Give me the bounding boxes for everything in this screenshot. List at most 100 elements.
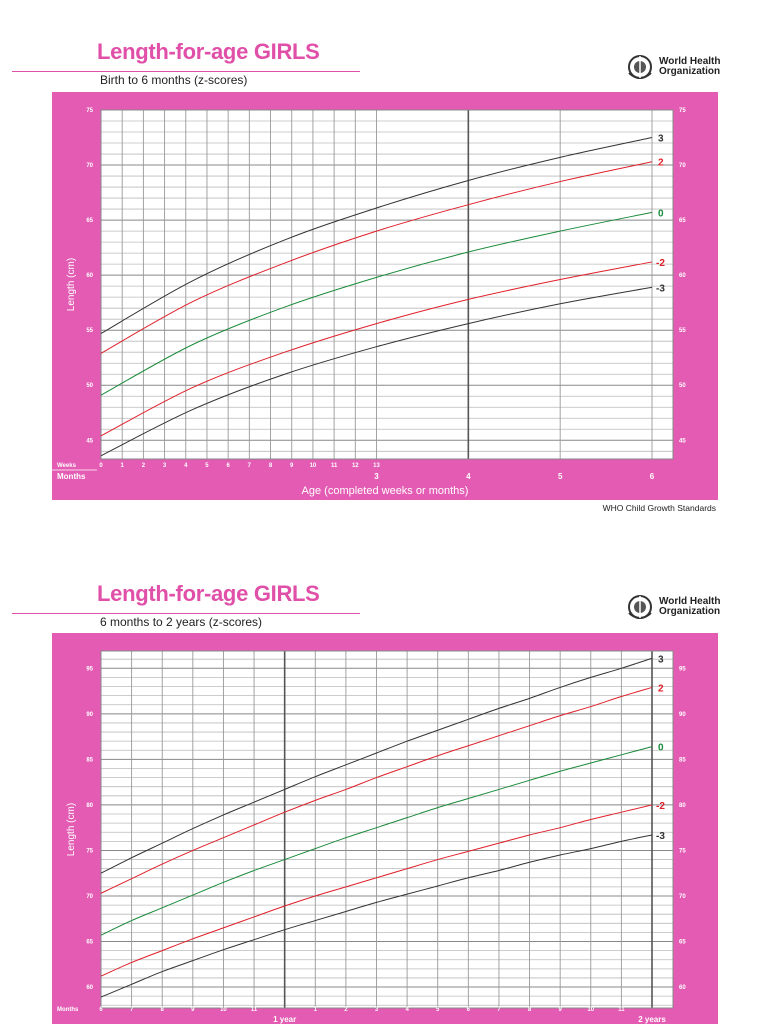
month-tick-label: 4 <box>466 472 471 481</box>
week-tick-label: 6 <box>226 463 230 469</box>
who-logo: World Health Organization <box>625 53 720 81</box>
y-tick-label-right: 80 <box>679 803 686 809</box>
footer-who-standards: WHO Child Growth Standards <box>602 503 716 513</box>
y-tick-label-left: 75 <box>86 848 93 854</box>
y-tick-label-right: 75 <box>679 848 686 854</box>
week-tick-label: 1 <box>121 463 125 469</box>
month-tick-label: 2 <box>344 1007 348 1013</box>
week-tick-label: 11 <box>331 463 338 469</box>
y-tick-label-left: 65 <box>86 218 93 224</box>
who-name-line2: Organization <box>659 66 721 77</box>
month-tick-label: 1 <box>314 1007 318 1013</box>
month-tick-label: 4 <box>405 1007 409 1013</box>
y-tick-label-left: 75 <box>86 108 93 114</box>
y-tick-label-right: 90 <box>679 712 686 718</box>
z-score-label-2: 2 <box>658 158 664 169</box>
z-score-label-0: 0 <box>658 208 664 219</box>
z-score-label-3: 3 <box>658 654 664 665</box>
y-tick-label-left: 70 <box>86 894 93 900</box>
months-axis-label: Months <box>57 1007 79 1013</box>
y-tick-label-left: 55 <box>86 328 93 334</box>
month-tick-label: 11 <box>251 1007 258 1013</box>
week-tick-label: 12 <box>352 463 359 469</box>
y-tick-label-right: 60 <box>679 985 686 991</box>
z-score-curve-0 <box>100 746 653 936</box>
week-tick-label: 8 <box>269 463 273 469</box>
z-score-curve-2 <box>100 161 653 354</box>
z-score-label--2: -2 <box>656 258 665 269</box>
z-score-curve-0 <box>100 211 653 396</box>
y-tick-label-left: 60 <box>86 985 93 991</box>
week-tick-label: 9 <box>290 463 294 469</box>
y-tick-label-left: 45 <box>86 438 93 444</box>
year-label-2: 2 years <box>638 1015 666 1024</box>
title-rule <box>12 613 360 614</box>
title-rule <box>12 71 360 72</box>
y-tick-label-left: 70 <box>86 163 93 169</box>
month-tick-label: 3 <box>374 472 379 481</box>
month-tick-label: 9 <box>191 1007 195 1013</box>
week-tick-label: 13 <box>373 463 380 469</box>
y-tick-label-right: 65 <box>679 940 686 946</box>
week-tick-label: 4 <box>184 463 188 469</box>
y-tick-label-right: 55 <box>679 328 686 334</box>
month-tick-label: 11 <box>618 1007 625 1013</box>
y-tick-label-right: 70 <box>679 894 686 900</box>
z-score-label-2: 2 <box>658 683 664 694</box>
month-tick-label: 10 <box>587 1007 594 1013</box>
z-score-curve--3 <box>100 834 653 998</box>
week-tick-label: 3 <box>163 463 167 469</box>
who-emblem-icon <box>628 55 652 79</box>
y-tick-label-left: 90 <box>86 712 93 718</box>
chart2-title: Length-for-age GIRLS <box>97 581 320 606</box>
month-tick-label: 8 <box>528 1007 532 1013</box>
week-tick-label: 7 <box>248 463 252 469</box>
y-tick-label-right: 45 <box>679 438 686 444</box>
x-axis-label: Age (completed weeks or months) <box>302 485 469 497</box>
plot-border <box>100 650 674 1009</box>
z-score-curve--2 <box>100 261 653 437</box>
who-name-line2: Organization <box>659 606 721 617</box>
y-tick-label-right: 60 <box>679 273 686 279</box>
month-tick-label: 6 <box>467 1007 471 1013</box>
chart2-subtitle: 6 months to 2 years (z-scores) <box>100 615 263 629</box>
year-label-1: 1 year <box>273 1015 296 1024</box>
y-tick-label-right: 70 <box>679 163 686 169</box>
z-score-curve--3 <box>100 286 653 457</box>
week-tick-label: 5 <box>205 463 209 469</box>
week-tick-label: 10 <box>310 463 317 469</box>
month-tick-label: 6 <box>99 1007 103 1013</box>
who-emblem-icon <box>628 595 652 619</box>
z-score-curve--2 <box>100 804 653 977</box>
week-tick-label: 2 <box>142 463 146 469</box>
y-tick-label-left: 80 <box>86 803 93 809</box>
month-tick-label: 8 <box>161 1007 165 1013</box>
months-axis-label: Months <box>57 472 86 481</box>
y-tick-label-left: 60 <box>86 273 93 279</box>
chart1-title: Length-for-age GIRLS <box>97 39 320 64</box>
who-name-line1: World Health <box>659 596 721 607</box>
month-tick-label: 5 <box>558 472 563 481</box>
z-score-curve-3 <box>100 137 653 334</box>
y-tick-label-left: 85 <box>86 757 93 763</box>
y-tick-label-left: 50 <box>86 383 93 389</box>
weeks-axis-label: Weeks <box>57 463 77 469</box>
y-tick-label-left: 65 <box>86 940 93 946</box>
y-tick-label-right: 85 <box>679 757 686 763</box>
week-tick-label: 0 <box>99 463 103 469</box>
y-tick-label-right: 75 <box>679 108 686 114</box>
y-tick-label-right: 50 <box>679 383 686 389</box>
plot-area <box>101 110 673 459</box>
month-tick-label: 3 <box>375 1007 379 1013</box>
month-tick-label: 7 <box>130 1007 134 1013</box>
y-tick-label-right: 95 <box>679 666 686 672</box>
who-name-line1: World Health <box>659 56 721 67</box>
y-axis-label: Length (cm) <box>66 258 77 311</box>
z-score-label--3: -3 <box>656 831 665 842</box>
z-score-label-0: 0 <box>658 743 664 754</box>
month-tick-label: 7 <box>497 1007 501 1013</box>
month-tick-label: 5 <box>436 1007 440 1013</box>
y-tick-label-left: 95 <box>86 666 93 672</box>
